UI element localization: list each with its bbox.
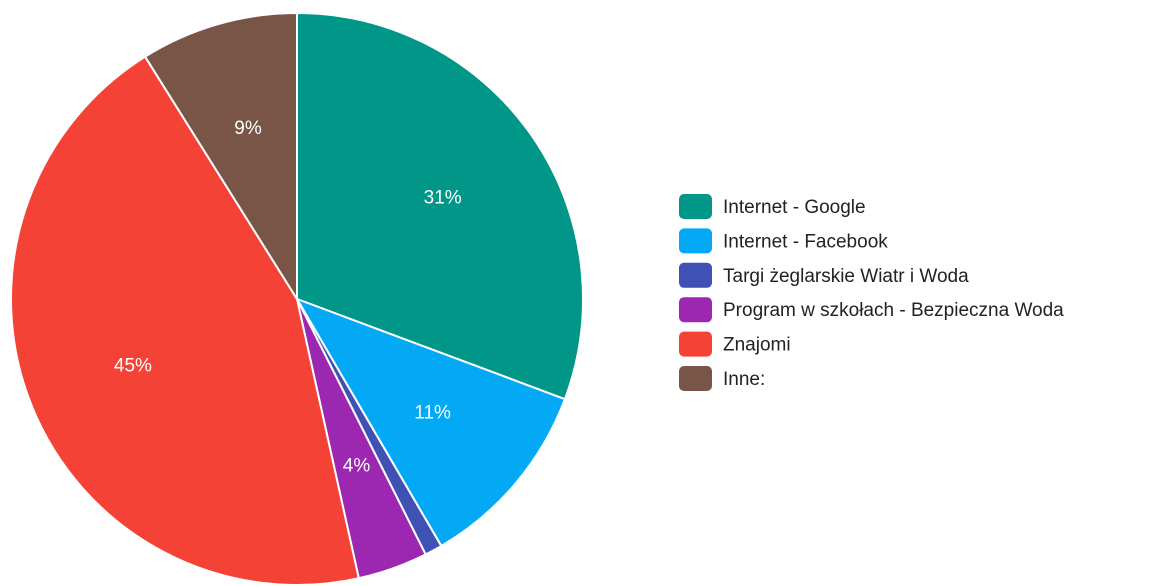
legend-label-0: Internet - Google (723, 197, 866, 218)
pie-slices (10, 12, 584, 586)
legend-label-1: Internet - Facebook (723, 231, 888, 252)
legend-item-5: Inne: (679, 366, 765, 391)
legend-label-4: Znajomi (723, 335, 791, 356)
legend-swatch-3 (679, 297, 712, 323)
pie-slice-5 (144, 12, 298, 300)
pie-slice-label-1: 11% (414, 403, 451, 424)
pie-slice-label-4: 45% (114, 356, 152, 377)
legend: Internet - Google Internet - Facebook Targ… (679, 194, 1064, 391)
legend-swatch-1 (679, 228, 712, 254)
legend-swatch-5 (679, 366, 712, 391)
legend-item-3: Program w szkołach - Bezpieczna Woda (679, 297, 1064, 323)
legend-label-5: Inne: (723, 369, 765, 390)
legend-item-4: Znajomi (679, 331, 791, 357)
legend-swatch-4 (679, 331, 712, 357)
pie-slice-label-3: 4% (343, 456, 371, 477)
legend-swatch-2 (679, 262, 712, 288)
pie-slice-label-0: 31% (424, 187, 462, 208)
legend-swatch-0 (679, 194, 712, 219)
legend-item-2: Targi żeglarskie Wiatr i Woda (679, 262, 969, 288)
pie-slice-labels: 31% 11% 4% 45% 9% (114, 118, 462, 476)
pie-slice-1 (296, 298, 566, 547)
legend-item-0: Internet - Google (679, 194, 866, 219)
legend-item-1: Internet - Facebook (679, 228, 888, 254)
pie-slice-label-5: 9% (234, 118, 262, 139)
legend-label-3: Program w szkołach - Bezpieczna Woda (723, 300, 1064, 321)
pie-slice-4 (10, 55, 360, 586)
legend-label-2: Targi żeglarskie Wiatr i Woda (723, 266, 969, 287)
pie-slice-0 (296, 12, 584, 401)
